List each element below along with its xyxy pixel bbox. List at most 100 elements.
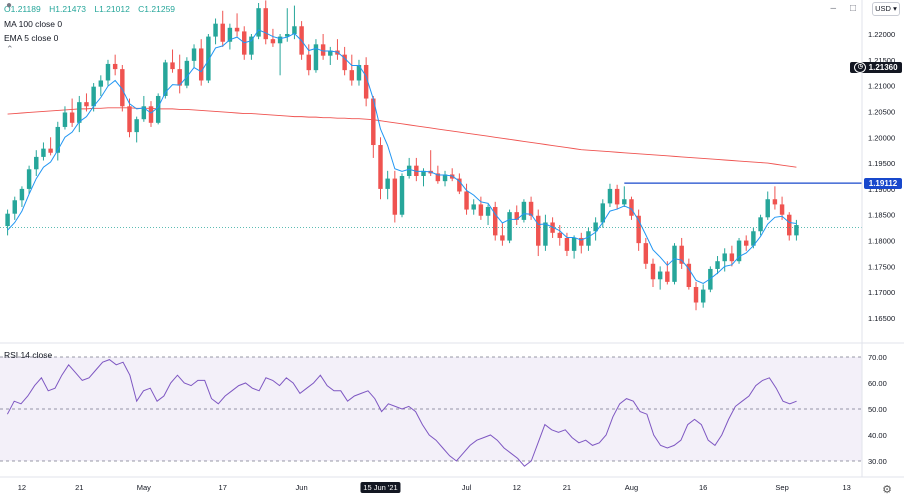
candle-body [657,271,663,280]
candle-body [442,174,448,182]
candle-body [306,54,311,71]
candle-body [650,263,656,280]
candle-body [521,201,527,220]
settings-gear-icon[interactable]: ⚙ [882,484,892,496]
candle-body [256,8,261,37]
candle-body [48,148,53,153]
candle-body [328,50,333,56]
candle-body [98,80,104,87]
candle-body [105,63,111,81]
candle-body [464,191,469,210]
candle-body [220,23,225,42]
candle-body [700,289,706,303]
candle-body [593,222,598,232]
price-tick-label: 1.20500 [868,107,895,116]
price-tick-label: 1.17500 [868,262,895,271]
ma-legend[interactable]: MA 100 close 0 [4,19,63,29]
candle-body [514,212,519,220]
candle-body [385,178,390,189]
ema-legend[interactable]: EMA 5 close 0 [4,33,59,43]
candle-body [77,102,82,123]
candle-body [292,26,297,34]
candle-body [722,253,727,262]
candle-body [198,48,204,81]
price-tick-label: 1.21500 [868,56,895,65]
rsi-line [6,359,797,467]
candle-body [249,36,254,55]
minimize-icon[interactable]: – [830,3,836,14]
currency-label: USD [875,4,891,13]
price-tick-label: 1.19000 [868,185,895,194]
candle-body [643,243,649,264]
current-price-value: 1.21360 [868,63,898,72]
candle-body [41,148,46,157]
time-tick-label: Aug [625,483,638,492]
price-tick-label: 1.22000 [868,30,895,39]
price-tick-label: 1.21000 [868,82,895,91]
candle-body [457,178,462,192]
candle-body [342,54,347,71]
candle-body [313,44,319,71]
candle-body [672,245,677,282]
candle-body [471,204,476,210]
collapse-legend-icon[interactable]: ⌃ [6,44,14,54]
candle-body [148,106,154,123]
candle-body [91,86,96,107]
candle-body [571,237,577,251]
level-price-tag: 1.19112 [864,178,902,189]
horizontal-line[interactable] [0,182,862,229]
current-price-tag: ◷ 1.21360 [850,62,902,74]
ma100-line [7,107,797,168]
candle-body [686,263,692,288]
candle-body [12,200,17,214]
candle-body [579,237,584,246]
candle-body [213,23,218,37]
candlestick-series [5,0,799,311]
ema5-series [7,29,797,284]
candle-body [55,126,61,153]
candle-body [177,69,182,86]
rsi-legend[interactable]: RSI 14 close [4,350,53,360]
candle-body [155,95,161,123]
candle-body [729,253,735,262]
candle-body [134,119,139,133]
ohlc-low: L1.21012 [94,4,130,14]
candle-body [206,36,211,81]
candle-body [163,62,168,96]
time-tick-label: Jul [462,483,472,492]
candle-body [772,199,778,205]
candle-body [622,199,627,205]
candle-body [665,271,670,282]
ohlc-close: C1.21259 [138,4,176,14]
candle-body [191,48,197,61]
candle-body [320,44,326,56]
candle-body [270,39,276,44]
candle-body [406,165,412,176]
candle-body [5,213,10,227]
candle-body [84,102,89,107]
candle-body [69,112,75,123]
candle-body [485,206,491,216]
price-tick-label: 1.17000 [868,288,895,297]
ma100-series [7,107,797,168]
candle-body [356,64,362,81]
maximize-icon[interactable]: □ [849,3,856,14]
candle-body [765,199,770,218]
rsi-series [6,359,797,467]
candle-body [234,27,240,32]
currency-button[interactable]: USD ▾ [872,2,900,16]
candle-body [564,237,570,251]
ema5-line [7,29,797,284]
rsi-tick-label: 70.00 [868,353,887,362]
time-tick-label: Sep [775,483,788,492]
time-tick-label: 12 [18,483,26,492]
candle-body [112,63,118,70]
rsi-tick-label: 60.00 [868,379,887,388]
candle-body [120,69,125,107]
candle-body [371,98,376,146]
candle-body [435,173,441,182]
candle-body [600,203,606,223]
time-tick-label: 13 [842,483,850,492]
candle-body [263,8,268,40]
